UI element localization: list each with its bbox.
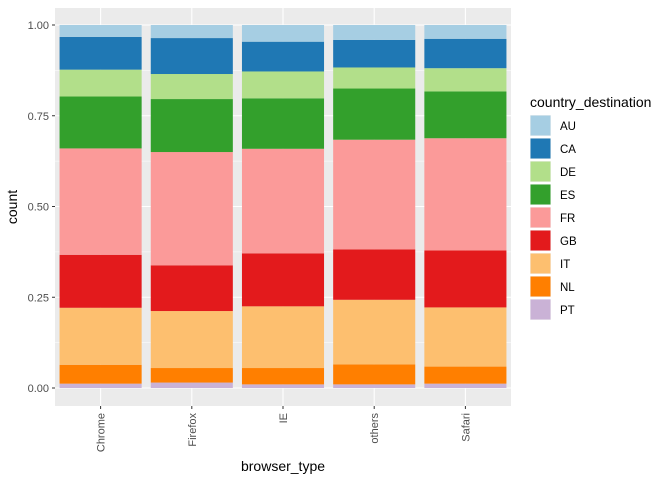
legend-label-it: IT xyxy=(560,259,570,271)
bar-segment-firefox-pt xyxy=(150,382,233,388)
bar-segment-safari-es xyxy=(424,91,507,139)
bar-segment-ie-de xyxy=(241,71,325,99)
y-tick-label: 0.00 xyxy=(28,383,49,395)
bar-segment-safari-fr xyxy=(424,138,507,251)
bar-segment-chrome-de xyxy=(59,69,142,97)
bar-segment-others-au xyxy=(333,25,416,40)
legend-label-gb: GB xyxy=(560,236,577,248)
legend-swatch-gb xyxy=(530,230,551,251)
bar-segment-ie-es xyxy=(241,98,325,149)
legend-swatch-fr xyxy=(530,207,551,228)
bar-segment-firefox-au xyxy=(150,25,233,39)
bar-segment-ie-gb xyxy=(241,253,325,307)
bar-segment-others-de xyxy=(333,67,416,89)
bar-segment-chrome-pt xyxy=(59,383,142,388)
legend-label-fr: FR xyxy=(560,213,575,225)
legend-swatch-de xyxy=(530,161,551,182)
y-tick-label: 1.00 xyxy=(28,20,49,32)
legend-swatch-pt xyxy=(530,299,551,320)
bar-segment-safari-pt xyxy=(424,383,507,388)
y-tick-label: 0.50 xyxy=(28,202,49,214)
bar-segment-ie-nl xyxy=(241,368,325,385)
bar-segment-chrome-it xyxy=(59,307,142,365)
bar-segment-safari-ca xyxy=(424,38,507,69)
legend-label-ca: CA xyxy=(560,144,576,156)
bar-segment-ie-au xyxy=(241,25,325,42)
bar-segment-others-gb xyxy=(333,249,416,300)
x-axis-title: browser_type xyxy=(241,458,325,474)
y-tick-label: 0.75 xyxy=(28,111,49,123)
y-axis-title: count xyxy=(4,190,20,224)
bar-segment-ie-ca xyxy=(241,41,325,72)
bar-segment-chrome-fr xyxy=(59,148,142,255)
legend-swatch-it xyxy=(530,253,551,274)
bar-segment-safari-gb xyxy=(424,250,507,308)
bar-segment-chrome-ca xyxy=(59,36,142,70)
bar-segment-safari-au xyxy=(424,25,507,39)
bar-segment-firefox-it xyxy=(150,311,233,369)
x-tick-label-safari: Safari xyxy=(460,413,472,442)
axis-layer: 0.00 0.25 0.50 0.75 1.00 Chrome Firefox IE other… xyxy=(28,20,473,452)
legend-label-nl: NL xyxy=(560,282,575,294)
bar-segment-chrome-es xyxy=(59,96,142,149)
bar-segment-firefox-nl xyxy=(150,368,233,383)
bar-segment-chrome-gb xyxy=(59,254,142,308)
legend-swatch-es xyxy=(530,184,551,205)
bar-segment-ie-it xyxy=(241,306,325,369)
bar-segment-others-es xyxy=(333,88,416,140)
bar-segment-others-pt xyxy=(333,384,416,388)
legend-title: country_destination xyxy=(530,94,651,110)
bar-segment-ie-fr xyxy=(241,148,325,254)
legend-swatch-au xyxy=(530,115,551,136)
bar-segment-firefox-de xyxy=(150,74,233,100)
bar-segment-safari-it xyxy=(424,307,507,367)
bar-segment-chrome-au xyxy=(59,25,142,37)
x-tick-label-ie: IE xyxy=(278,413,290,423)
bar-segment-firefox-es xyxy=(150,99,233,153)
legend-label-es: ES xyxy=(560,190,576,202)
bar-segment-chrome-nl xyxy=(59,364,142,384)
x-tick-label-chrome: Chrome xyxy=(96,413,108,452)
legend-label-pt: PT xyxy=(560,305,575,317)
legend-swatch-ca xyxy=(530,138,551,159)
x-tick-label-others: others xyxy=(369,413,381,444)
bar-layer xyxy=(59,25,507,388)
legend: country_destination AU CA DE ES FR GB IT NL PT xyxy=(530,94,651,320)
bar-segment-safari-de xyxy=(424,68,507,92)
bar-segment-firefox-gb xyxy=(150,265,233,312)
x-tick-label-firefox: Firefox xyxy=(187,413,199,447)
legend-label-de: DE xyxy=(560,167,576,179)
bar-segment-others-it xyxy=(333,299,416,365)
bar-segment-others-nl xyxy=(333,364,416,385)
bar-segment-others-fr xyxy=(333,139,416,250)
bar-segment-safari-nl xyxy=(424,366,507,384)
legend-label-au: AU xyxy=(560,121,576,133)
legend-swatch-nl xyxy=(530,276,551,297)
bar-segment-firefox-ca xyxy=(150,38,233,75)
bar-segment-ie-pt xyxy=(241,384,325,388)
y-tick-label: 0.25 xyxy=(28,292,49,304)
bar-segment-others-ca xyxy=(333,39,416,68)
bar-segment-firefox-fr xyxy=(150,152,233,266)
